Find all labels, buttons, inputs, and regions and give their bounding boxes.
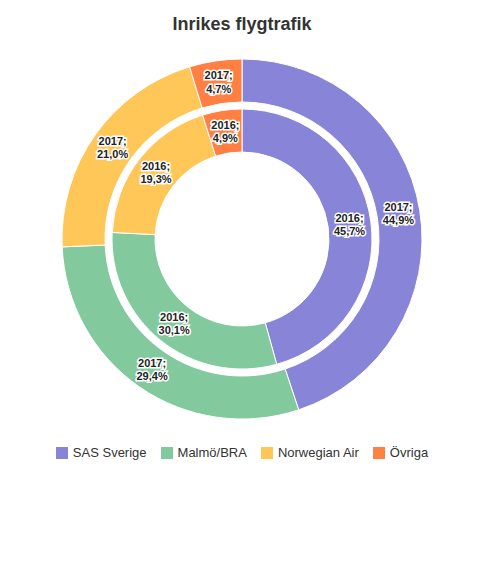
svg-text:2016;45,7%: 2016;45,7%: [334, 212, 365, 237]
svg-text:2016;30,1%: 2016;30,1%: [159, 311, 190, 336]
svg-text:2016;4,9%: 2016;4,9%: [211, 119, 239, 144]
html-text:Malmö/BRA: Malmö/BRA: [177, 445, 247, 460]
svg-text:2017;4,7%: 2017;4,7%: [205, 69, 233, 94]
html-text:SAS Sverige: SAS Sverige: [72, 445, 147, 460]
html-text:Inrikes flygtrafik: Inrikes flygtrafik: [172, 14, 312, 34]
svg-text:2017;29,4%: 2017;29,4%: [136, 357, 167, 382]
svg-text:2017;21,0%: 2017;21,0%: [97, 135, 128, 160]
svg-text:2017;44,9%: 2017;44,9%: [383, 201, 414, 226]
html-text:Övriga: Övriga: [389, 445, 429, 460]
svg-text:2016;19,3%: 2016;19,3%: [140, 160, 171, 185]
html-text:Norwegian Air: Norwegian Air: [277, 445, 359, 460]
